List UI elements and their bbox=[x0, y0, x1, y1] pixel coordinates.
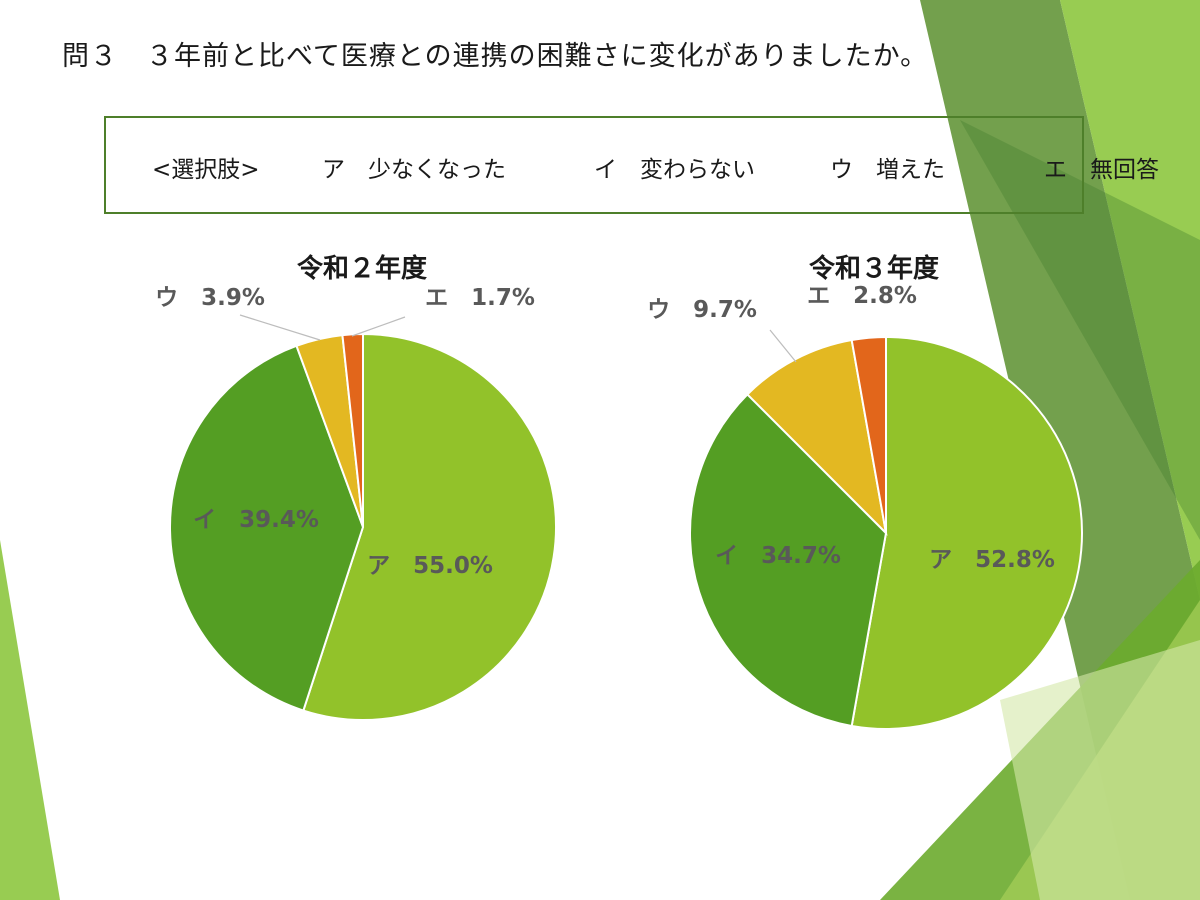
choice-i-key: イ bbox=[594, 157, 617, 183]
data-label-0-2: ウ 3.9% bbox=[155, 285, 265, 311]
choice-i-text: 変わらない bbox=[640, 157, 755, 183]
choice-a-text: 少なくなった bbox=[368, 157, 506, 183]
question-text: 問３ ３年前と比べて医療との連携の困難さに変化がありましたか。 bbox=[62, 41, 929, 72]
choices-frame bbox=[104, 116, 1084, 214]
data-label-1-2: ウ 9.7% bbox=[647, 297, 757, 323]
pie-slice-1-3 bbox=[850, 335, 887, 534]
data-label-0-0: ア 55.0% bbox=[367, 553, 493, 579]
pie-slice-1-0 bbox=[850, 335, 1083, 730]
choice-e-text: 無回答 bbox=[1090, 157, 1159, 183]
choice-e-key: エ bbox=[1044, 157, 1067, 183]
choices-label: <選択肢> bbox=[152, 157, 260, 183]
choice-e: エ 無回答 bbox=[1044, 150, 1159, 184]
leader-line-0-3 bbox=[351, 316, 406, 337]
choice-u-text: 増えた bbox=[876, 157, 945, 183]
leader-line-0-2 bbox=[239, 314, 321, 341]
choice-a-key: ア bbox=[322, 157, 345, 183]
choice-i: イ 変わらない bbox=[594, 150, 755, 184]
data-label-0-3: エ 1.7% bbox=[425, 285, 535, 311]
data-label-1-0: ア 52.8% bbox=[929, 547, 1055, 573]
pie-slice-0-3 bbox=[341, 332, 364, 528]
pie-title-r2: 令和２年度 bbox=[296, 254, 428, 284]
pie-slice-0-1 bbox=[169, 344, 365, 712]
data-label-0-1: イ 39.4% bbox=[193, 507, 319, 533]
pie-slice-0-0 bbox=[302, 332, 557, 721]
choice-u: ウ 増えた bbox=[830, 150, 945, 184]
choice-a: ア 少なくなった bbox=[322, 150, 506, 184]
data-label-1-1: イ 34.7% bbox=[715, 543, 841, 569]
leader-line-1-2 bbox=[769, 329, 797, 363]
pie-slice-1-2 bbox=[745, 338, 888, 536]
pie-slice-1-1 bbox=[689, 392, 888, 728]
choice-u-key: ウ bbox=[830, 157, 853, 183]
pie-title-r3: 令和３年度 bbox=[808, 254, 940, 284]
data-label-1-3: エ 2.8% bbox=[807, 283, 917, 309]
